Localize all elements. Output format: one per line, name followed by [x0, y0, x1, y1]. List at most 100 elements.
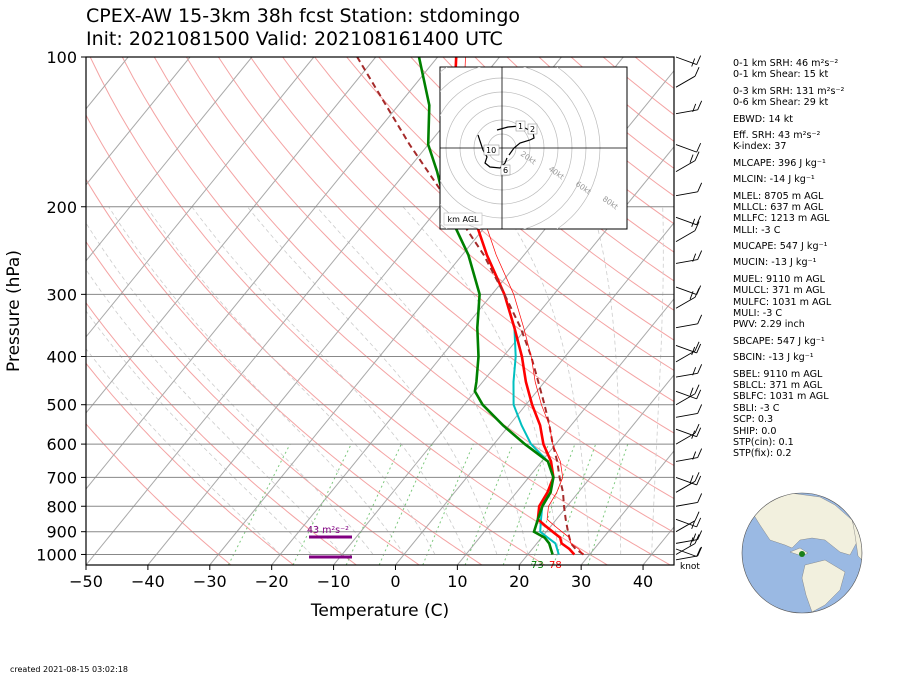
stat-row: MULCL: 371 m AGL — [733, 285, 825, 297]
isotherm — [86, 57, 253, 262]
wind-barb-flag — [694, 472, 700, 482]
moist-adiabat — [108, 206, 405, 555]
dry-adiabat — [250, 57, 674, 434]
mixing-ratio-line — [530, 443, 576, 565]
y-tick-label: 300 — [46, 285, 77, 304]
dry-adiabat — [410, 57, 674, 282]
dry-adiabat — [86, 178, 483, 565]
srh-label: 43 m²s⁻² — [307, 525, 349, 536]
wind-barb-flag — [697, 530, 703, 540]
wind-barb-shaft — [675, 457, 698, 462]
wind-barb-flag — [692, 451, 697, 460]
chart-title-line1: CPEX-AW 15-3km 38h fcst Station: stdomin… — [86, 5, 521, 27]
x-tick-label: 0 — [390, 572, 400, 591]
wind-barb-shaft — [675, 543, 696, 555]
y-tick-label: 100 — [46, 48, 77, 67]
wind-barb-flag — [691, 430, 696, 439]
created-timestamp: created 2021-08-15 03:02:18 — [10, 665, 128, 674]
wind-barb-flag — [694, 221, 700, 231]
moist-adiabat — [651, 206, 664, 555]
stat-row: SHIP: 0.0 — [733, 425, 777, 437]
stat-row: PWV: 2.29 inch — [733, 319, 805, 331]
wind-barb-flag — [694, 151, 700, 161]
wind-barb-flag — [696, 517, 702, 528]
mixing-ratio-line — [553, 443, 597, 565]
stat-row: MLEL: 8705 m AGL — [733, 190, 824, 202]
wind-barb-shaft — [675, 555, 698, 561]
hodo-height-label: 6 — [503, 166, 508, 175]
wind-barb-flag — [697, 314, 703, 325]
dry-adiabat — [378, 57, 674, 311]
x-tick-label: −40 — [131, 572, 165, 591]
wind-barb-flag — [694, 341, 700, 352]
y-tick-label: 400 — [46, 348, 77, 367]
wind-barb-flag — [691, 218, 696, 227]
stat-row: MLCIN: -14 J kg⁻¹ — [733, 174, 815, 186]
wind-barb-flag — [691, 346, 696, 356]
virtual-temp-profile — [463, 57, 584, 555]
wind-barb-flag — [691, 58, 696, 67]
wind-barb-flag — [697, 182, 703, 193]
dry-adiabat — [86, 362, 295, 565]
wind-barb-flag — [696, 427, 702, 437]
location-globe — [741, 492, 863, 614]
wind-barb-shaft — [675, 413, 698, 418]
wind-barb-flag — [689, 537, 694, 546]
isotherm — [456, 298, 674, 565]
wind-barb-shaft — [675, 160, 696, 173]
wind-barb-shaft — [675, 539, 698, 544]
mixing-ratio-line — [587, 443, 629, 565]
hodo-height-box — [515, 120, 526, 132]
moist-adiabat — [591, 206, 622, 555]
dry-adiabat — [86, 302, 357, 565]
stat-row: 0-1 km SRH: 46 m²s⁻² — [733, 58, 839, 69]
wind-barb-flag — [696, 475, 702, 486]
parcel-profile — [356, 57, 585, 556]
wind-barb-flag — [692, 533, 697, 542]
station-marker — [799, 551, 805, 557]
wind-barb-flag — [694, 423, 700, 434]
isotherm — [580, 450, 674, 565]
stat-row: SBCAPE: 547 J kg⁻¹ — [733, 335, 825, 347]
dry-adiabat — [282, 57, 674, 403]
moist-adiabat — [86, 222, 374, 555]
wind-barb-shaft — [675, 393, 696, 406]
wind-barb-flag — [692, 103, 697, 113]
wind-barb-flag — [694, 511, 700, 521]
y-tick-label: 600 — [46, 435, 77, 454]
stat-row: MULI: -3 C — [733, 308, 783, 320]
y-tick-label: 500 — [46, 396, 77, 415]
moist-adiabat — [402, 206, 560, 555]
wind-barb-flag — [696, 215, 702, 225]
wind-barb-shaft — [675, 480, 696, 493]
barb-unit-label: knot — [680, 562, 700, 572]
isotherm — [333, 146, 674, 565]
stat-row: SBLCL: 371 m AGL — [733, 379, 823, 391]
x-tick-label: −50 — [69, 572, 103, 591]
dry-adiabat — [86, 114, 545, 565]
wind-barb-shaft — [675, 372, 698, 378]
stats-panel: 0-1 km SRH: 46 m²s⁻² 0-1 km Shear: 15 kt 0… — [733, 58, 844, 460]
hodo-trace — [496, 125, 535, 156]
wind-barb-flag — [696, 389, 702, 400]
stat-row: SBLI: -3 C — [733, 402, 780, 414]
wind-barb-flag — [694, 288, 700, 298]
stat-row: SBEL: 9110 m AGL — [733, 368, 823, 380]
skewt-axes: −50 −40 −30 −20 −10 0 10 20 30 40 100 200 300 400 500 6… — [4, 48, 653, 621]
y-tick-label: 900 — [46, 523, 77, 542]
y-tick-label: 800 — [46, 497, 77, 516]
wind-barb-shaft — [675, 259, 698, 264]
isotherm — [86, 57, 500, 565]
x-tick-label: −30 — [193, 572, 227, 591]
wind-barb-shaft — [675, 548, 697, 557]
stat-row: K-index: 37 — [733, 141, 787, 153]
stat-row: MUCIN: -13 J kg⁻¹ — [733, 257, 817, 269]
x-axis-label: Temperature (C) — [310, 601, 449, 621]
chart-title-line2: Init: 2021081500 Valid: 202108161400 UTC — [86, 28, 503, 50]
stat-row: STP(cin): 0.1 — [733, 436, 794, 448]
hodo-height-label: 1 — [518, 122, 523, 131]
wind-barbs — [675, 55, 703, 561]
wind-barb-flag — [692, 253, 697, 262]
